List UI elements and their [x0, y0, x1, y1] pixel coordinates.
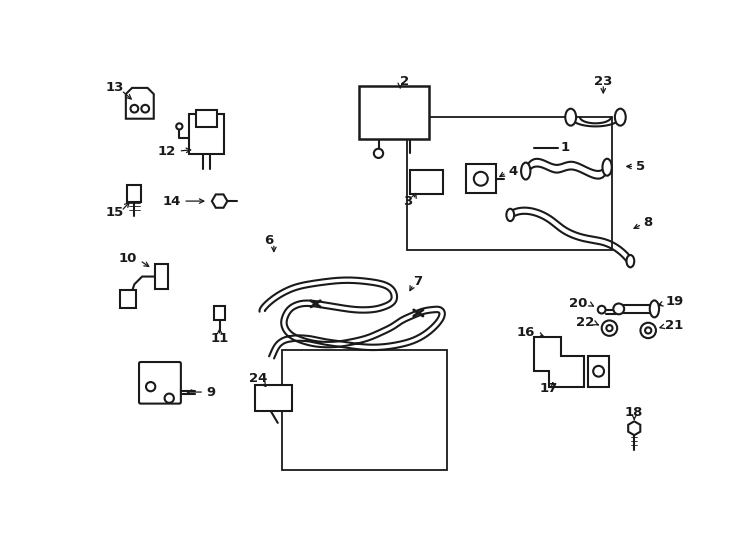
Text: 16: 16	[517, 326, 535, 339]
Circle shape	[374, 148, 383, 158]
Text: 17: 17	[540, 382, 558, 395]
Circle shape	[474, 172, 488, 186]
Circle shape	[593, 366, 604, 377]
FancyBboxPatch shape	[197, 110, 217, 127]
Circle shape	[641, 323, 656, 338]
Polygon shape	[126, 88, 153, 119]
Text: 5: 5	[636, 160, 645, 173]
Text: 9: 9	[206, 386, 216, 399]
Text: 20: 20	[570, 297, 588, 310]
Circle shape	[142, 105, 149, 112]
Ellipse shape	[521, 163, 531, 179]
Ellipse shape	[650, 300, 659, 318]
Polygon shape	[534, 336, 584, 387]
Circle shape	[606, 325, 613, 331]
Circle shape	[146, 382, 156, 392]
Text: 14: 14	[162, 194, 181, 207]
FancyBboxPatch shape	[255, 385, 292, 411]
Text: 7: 7	[413, 275, 422, 288]
Text: 8: 8	[644, 216, 653, 229]
Circle shape	[164, 394, 174, 403]
Circle shape	[597, 306, 606, 314]
Circle shape	[602, 320, 617, 336]
Circle shape	[131, 105, 138, 112]
Text: 11: 11	[211, 332, 229, 345]
Polygon shape	[628, 421, 640, 435]
Text: 1: 1	[561, 141, 570, 154]
Text: 21: 21	[665, 319, 683, 332]
Text: 24: 24	[249, 373, 268, 386]
Text: 15: 15	[106, 206, 124, 219]
Bar	[283, 349, 447, 470]
FancyBboxPatch shape	[189, 114, 225, 154]
Text: 23: 23	[594, 75, 612, 88]
FancyBboxPatch shape	[155, 264, 169, 289]
FancyBboxPatch shape	[410, 170, 443, 194]
Ellipse shape	[565, 109, 576, 126]
Polygon shape	[212, 194, 228, 208]
Ellipse shape	[627, 255, 634, 267]
FancyBboxPatch shape	[120, 289, 136, 308]
Text: 3: 3	[403, 195, 413, 208]
Bar	[407, 117, 612, 250]
Polygon shape	[588, 356, 609, 387]
Text: 10: 10	[118, 252, 137, 265]
Text: 4: 4	[509, 165, 518, 178]
Text: 22: 22	[575, 316, 594, 329]
FancyBboxPatch shape	[214, 306, 225, 320]
Text: 18: 18	[625, 406, 644, 420]
Circle shape	[614, 303, 624, 314]
Ellipse shape	[506, 209, 514, 221]
Text: 12: 12	[157, 145, 175, 158]
Ellipse shape	[603, 159, 611, 176]
Text: 2: 2	[400, 75, 410, 88]
Text: 13: 13	[106, 82, 124, 94]
Bar	[359, 85, 429, 139]
Text: 19: 19	[665, 295, 683, 308]
FancyBboxPatch shape	[128, 185, 142, 202]
FancyBboxPatch shape	[139, 362, 181, 403]
Ellipse shape	[615, 109, 625, 126]
Text: 6: 6	[264, 234, 273, 247]
FancyBboxPatch shape	[466, 164, 495, 193]
Circle shape	[645, 327, 651, 334]
Circle shape	[176, 123, 183, 130]
